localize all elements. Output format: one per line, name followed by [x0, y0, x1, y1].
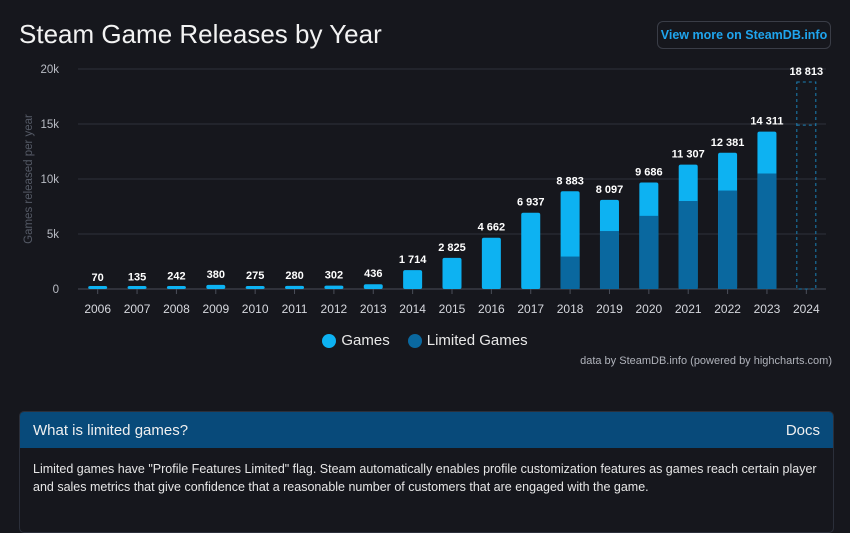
data-label: 12 381: [711, 137, 745, 149]
docs-link[interactable]: Docs: [785, 421, 820, 439]
data-label: 11 307: [672, 149, 705, 161]
y-axis-title: Games released per year: [23, 114, 35, 244]
data-label: 436: [364, 268, 382, 280]
bar-projected-games: [796, 81, 817, 290]
bar-limited-games: [599, 231, 619, 289]
data-label: 280: [285, 270, 303, 282]
data-label: 4 662: [478, 222, 506, 234]
chart: 0 5k 10k 15k 20k Games released per year 2006 7…: [23, 64, 826, 316]
data-label: 8 097: [596, 184, 624, 196]
view-more-button[interactable]: View more on SteamDB.info: [657, 21, 831, 49]
x-tick-label: 2009: [202, 302, 229, 316]
bar-limited-games: [718, 190, 738, 289]
bar-limited-games: [757, 173, 777, 289]
x-tick-label: 2015: [439, 302, 466, 316]
bar-games: [127, 286, 147, 289]
x-tick-label: 2020: [635, 302, 662, 316]
legend-item-games[interactable]: Games: [322, 332, 390, 349]
data-label: 8 883: [556, 175, 584, 187]
games-dot-icon: [322, 333, 337, 348]
x-tick-label: 2023: [754, 302, 781, 316]
bar-limited-games: [678, 201, 698, 289]
bar-games: [521, 212, 541, 289]
bar-limited-games: [639, 215, 659, 289]
y-tick-label: 5k: [47, 229, 59, 241]
y-tick-label: 20k: [40, 64, 59, 76]
bar-games: [324, 285, 344, 289]
page-title: Steam Game Releases by Year: [19, 19, 382, 49]
data-label: 18 813: [789, 66, 823, 78]
legend-label: Games: [341, 332, 390, 349]
bar-games: [363, 284, 383, 289]
x-tick-label: 2006: [84, 302, 111, 316]
data-label: 1 714: [399, 254, 427, 266]
x-tick-label: 2019: [596, 302, 623, 316]
legend-label: Limited Games: [426, 332, 528, 349]
bar-games: [206, 284, 226, 289]
bar-games: [481, 237, 501, 289]
panel-header: What is limited games? Docs: [20, 412, 833, 448]
x-tick-label: 2014: [399, 302, 426, 316]
x-tick-label: 2007: [124, 302, 151, 316]
data-label: 70: [92, 272, 104, 284]
data-label: 380: [207, 269, 225, 281]
data-label: 2 825: [438, 242, 466, 254]
data-label: 275: [246, 270, 264, 282]
bar-games: [88, 286, 108, 289]
x-tick-label: 2017: [517, 302, 544, 316]
data-label: 6 937: [517, 197, 545, 209]
y-tick-label: 15k: [40, 119, 59, 131]
x-tick-label: 2018: [557, 302, 584, 316]
limited-dot-icon: [407, 333, 422, 348]
bar-games: [403, 270, 423, 289]
y-tick-label: 10k: [40, 174, 59, 186]
x-tick-label: 2011: [282, 302, 308, 316]
data-label: 9 686: [635, 166, 663, 178]
data-label: 242: [167, 270, 185, 282]
panel-body: Limited games have "Profile Features Lim…: [33, 462, 817, 494]
x-tick-label: 2022: [714, 302, 741, 316]
x-tick-label: 2013: [360, 302, 387, 316]
data-label: 302: [325, 270, 343, 282]
bar-games: [442, 257, 462, 289]
bar-limited-games: [560, 256, 580, 289]
bar-games: [285, 285, 305, 289]
bar-games: [245, 285, 265, 289]
x-tick-label: 2024: [793, 302, 820, 316]
x-tick-label: 2010: [242, 302, 269, 316]
x-tick-label: 2021: [675, 302, 702, 316]
data-label: 14 311: [750, 116, 783, 128]
data-label: 135: [128, 272, 146, 284]
legend-item-limited[interactable]: Limited Games: [407, 332, 528, 349]
panel-title: What is limited games?: [33, 421, 189, 439]
bar-games: [166, 286, 186, 289]
legend: Games Limited Games: [0, 332, 850, 349]
x-tick-label: 2016: [478, 302, 505, 316]
credit-link[interactable]: data by SteamDB.info (powered by highcha…: [580, 355, 832, 367]
y-tick-label: 0: [53, 284, 59, 296]
x-tick-label: 2012: [321, 302, 348, 316]
x-tick-label: 2008: [163, 302, 190, 316]
info-panel: What is limited games? Docs Limited game…: [19, 411, 834, 533]
